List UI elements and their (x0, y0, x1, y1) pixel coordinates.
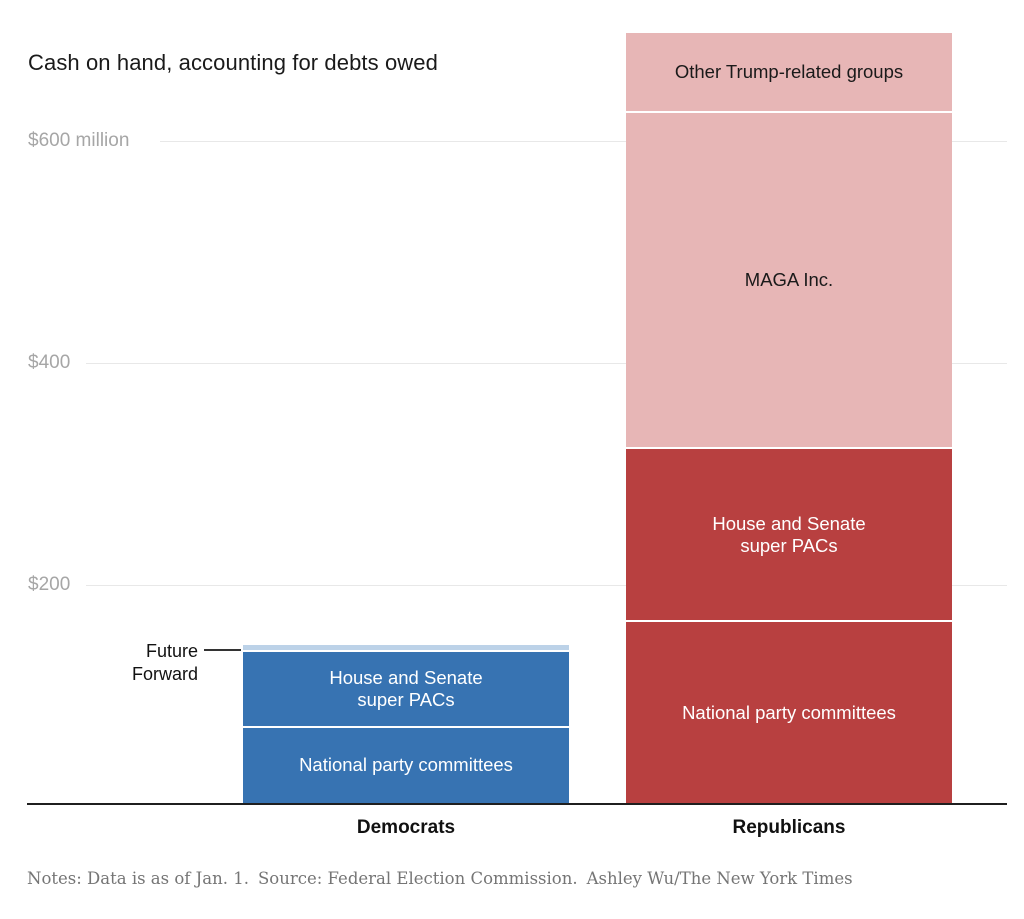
bar-segment-democrats-future-forward (243, 645, 569, 652)
annotation-line-1: Future (145, 641, 198, 661)
annotation-future-forward: Future Forward (38, 640, 198, 686)
segment-label: MAGA Inc. (744, 268, 834, 290)
gridline-600 (160, 141, 1007, 142)
segment-label: House and Senate super PACs (329, 666, 483, 710)
category-label-republicans: Republicans (732, 817, 846, 838)
source-text: Source: Federal Election Commission. (257, 869, 578, 888)
y-tick-400: $400 (28, 352, 71, 373)
gridline-200 (86, 585, 1007, 586)
bar-segment-republicans-house-and-senate-super-pacs: House and Senate super PACs (626, 448, 952, 623)
segment-label: House and Senate super PACs (712, 512, 866, 556)
credit-text: Ashley Wu/The New York Times (586, 869, 853, 888)
annotation-connector-line (204, 649, 241, 651)
gridline-400 (86, 363, 1007, 364)
annotation-line-2: Forward (131, 664, 198, 684)
y-tick-600: $600 million (28, 130, 130, 151)
bar-segment-republicans-maga-inc: MAGA Inc. (626, 112, 952, 449)
y-tick-200: $200 (28, 574, 71, 595)
segment-label: National party committees (682, 701, 896, 723)
chart-title: Cash on hand, accounting for debts owed (28, 50, 438, 75)
segment-label: Other Trump-related groups (674, 60, 904, 82)
bar-segment-republicans-national-party-committees: National party committees (626, 622, 952, 803)
bar-segment-republicans-other-trump-related-groups: Other Trump-related groups (626, 33, 952, 113)
notes-text: Notes: Data is as of Jan. 1. (27, 869, 249, 888)
bar-segment-democrats-national-party-committees: National party committees (243, 727, 569, 803)
x-axis-line (27, 803, 1007, 805)
segment-label: National party committees (299, 754, 513, 776)
category-label-democrats: Democrats (356, 817, 456, 838)
bar-segment-democrats-house-and-senate-super-pacs: House and Senate super PACs (243, 651, 569, 728)
notes-line: Notes: Data is as of Jan. 1. Source: Fede… (27, 869, 1007, 888)
